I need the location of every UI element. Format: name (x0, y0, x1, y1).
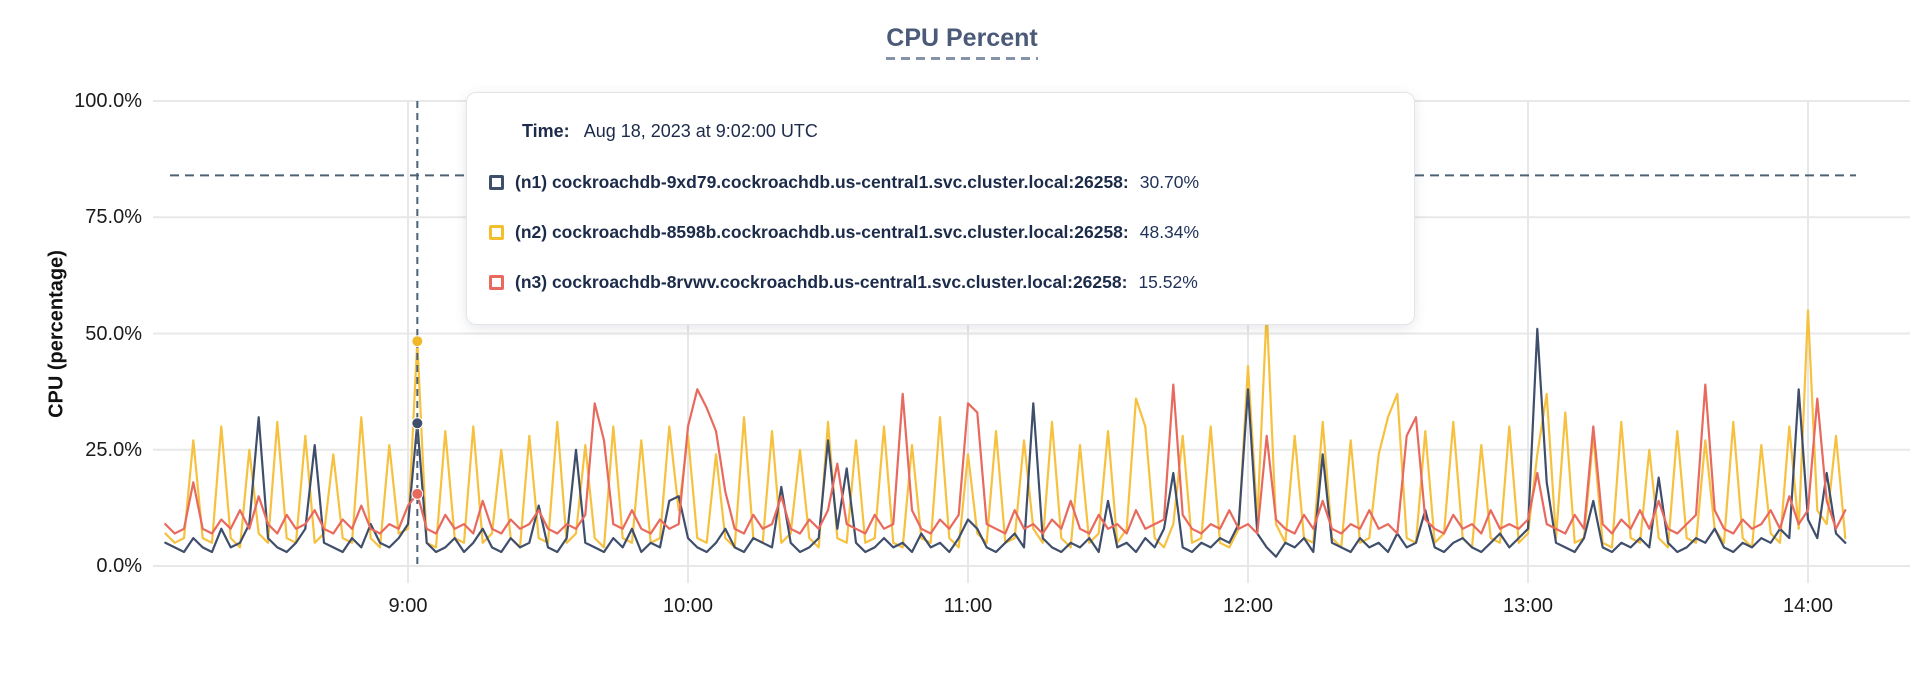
tooltip-series-value: 15.52% (1138, 271, 1198, 292)
tooltip-series-name: (n2) cockroachdb-8598b.cockroachdb.us-ce… (515, 221, 1129, 242)
tooltip-series-value: 30.70% (1139, 171, 1200, 192)
tooltip-row-n3: (n3) cockroachdb-8rvwv.cockroachdb.us-ce… (489, 257, 1384, 307)
series-marker-n1-icon (489, 174, 504, 190)
tooltip-time-row: Time: Aug 18, 2023 at 9:02:00 UTC (522, 119, 1384, 143)
crosshair-dot-n2 (411, 335, 424, 348)
crosshair-dot-n3 (411, 487, 424, 500)
series-line-n1 (164, 327, 1847, 558)
chart-title: CPU Percent (886, 24, 1038, 60)
series-marker-n2-icon (489, 224, 504, 240)
tooltip-series-value: 48.34% (1139, 221, 1200, 242)
tooltip-row-n1: (n1) cockroachdb-9xd79.cockroachdb.us-ce… (489, 157, 1384, 207)
chart-tooltip: Time: Aug 18, 2023 at 9:02:00 UTC (n1) co… (466, 92, 1415, 325)
chart-title-wrap: CPU Percent (0, 24, 1924, 60)
series-marker-n3-icon (489, 274, 504, 290)
tooltip-series-name: (n3) cockroachdb-8rvwv.cockroachdb.us-ce… (515, 271, 1128, 292)
tooltip-row-n2: (n2) cockroachdb-8598b.cockroachdb.us-ce… (489, 207, 1384, 257)
tooltip-time-value: Aug 18, 2023 at 9:02:00 UTC (583, 121, 818, 141)
tooltip-series-name: (n1) cockroachdb-9xd79.cockroachdb.us-ce… (515, 171, 1129, 192)
tooltip-time-label: Time: (522, 121, 570, 141)
y-axis-label: CPU (percentage) (45, 250, 68, 418)
series-line-n3 (164, 383, 1847, 535)
crosshair-dot-n1 (411, 417, 424, 430)
